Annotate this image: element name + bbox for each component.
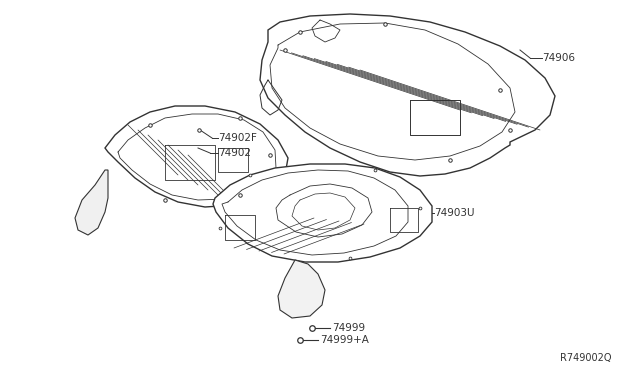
Polygon shape xyxy=(260,14,555,176)
Text: 74999: 74999 xyxy=(332,323,365,333)
Polygon shape xyxy=(278,260,325,318)
Text: 74906: 74906 xyxy=(542,53,575,63)
Text: 74902: 74902 xyxy=(218,148,251,158)
Text: 74903U: 74903U xyxy=(434,208,474,218)
Polygon shape xyxy=(105,106,288,207)
Polygon shape xyxy=(75,170,108,235)
Text: 74902F: 74902F xyxy=(218,133,257,143)
Text: 74999+A: 74999+A xyxy=(320,335,369,345)
Polygon shape xyxy=(213,164,432,262)
Text: R749002Q: R749002Q xyxy=(560,353,611,363)
